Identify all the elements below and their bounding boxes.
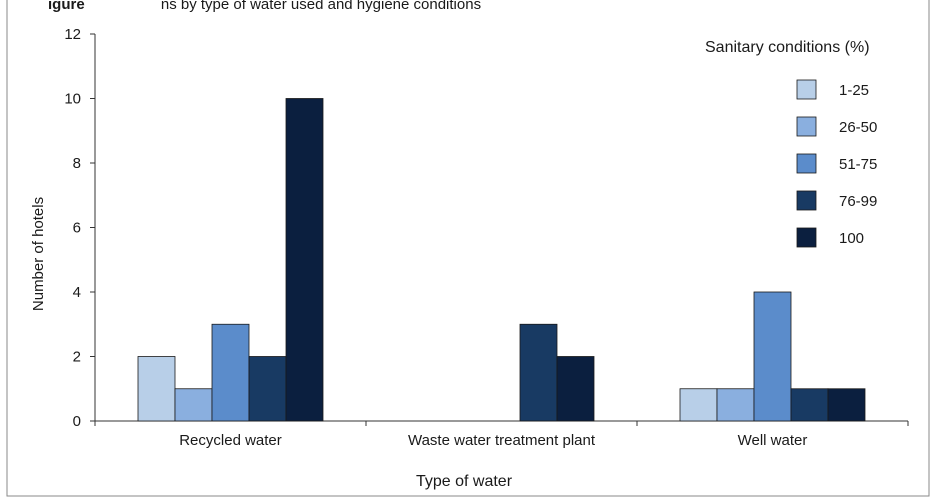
chart-panel-border: [6, 0, 930, 497]
bar: [248, 356, 287, 422]
legend-label: 51-75: [839, 156, 877, 173]
caption-fragment: igure ns by type of water used and hygie…: [48, 0, 481, 13]
caption-bold: igure: [48, 0, 85, 13]
y-tick-label: 2: [73, 349, 81, 366]
legend-label: 76-99: [839, 193, 877, 210]
legend-swatch: [796, 116, 817, 137]
x-axis-label: Type of water: [416, 473, 513, 490]
legend-label: 26-50: [839, 119, 877, 136]
bar: [716, 388, 755, 422]
legend: Sanitary conditions (%) 1-25 26-50 51-75 76…: [705, 39, 877, 248]
x-tick-label: Recycled water: [179, 432, 282, 449]
x-tick-labels: Recycled water Waste water treatment plan…: [179, 432, 807, 449]
bar: [285, 98, 324, 422]
legend-title: Sanitary conditions (%): [705, 39, 870, 56]
y-tick-label: 10: [64, 91, 81, 108]
y-tick-label: 4: [73, 284, 81, 301]
bar: [827, 388, 866, 422]
caption-rest: ns by type of water used and hygiene con…: [161, 0, 481, 13]
legend-swatch: [796, 190, 817, 211]
y-tick-label: 12: [64, 26, 81, 43]
bar: [137, 356, 176, 422]
legend-swatch: [796, 79, 817, 100]
bar: [679, 388, 718, 422]
y-axis-label: Number of hotels: [30, 197, 47, 311]
x-tick-label: Well water: [738, 432, 808, 449]
legend-swatch: [796, 153, 817, 174]
bar: [556, 356, 595, 422]
legend-label: 100: [839, 230, 864, 247]
y-tick-label: 0: [73, 413, 81, 430]
y-tick-label: 8: [73, 155, 81, 172]
bar: [211, 323, 250, 422]
y-tick-label: 6: [73, 220, 81, 237]
legend-swatch: [796, 227, 817, 248]
bar: [753, 291, 792, 422]
x-tick-label: Waste water treatment plant: [408, 432, 596, 449]
bar: [790, 388, 829, 422]
bar: [519, 323, 558, 422]
bars: [137, 98, 866, 422]
legend-label: 1-25: [839, 82, 869, 99]
bar: [174, 388, 213, 422]
